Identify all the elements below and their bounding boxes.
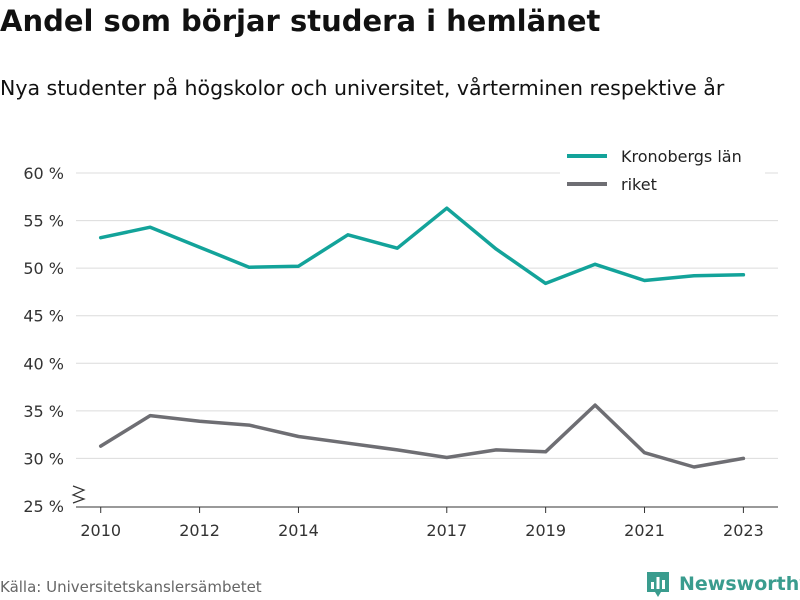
series-line-2 <box>98 403 746 469</box>
y-tick-label: 60 % <box>23 164 64 183</box>
brand-logo[interactable]: Newsworthy <box>645 570 800 598</box>
x-axis: 2010 2012 2014 2017 2019 2021 2023 <box>71 485 778 540</box>
x-tick-label: 2017 <box>426 521 467 540</box>
line-chart: 25 %30 %35 %40 %45 %50 %55 %60 % 2010 201… <box>23 142 778 540</box>
series-lines <box>98 206 746 469</box>
y-tick-label: 30 % <box>23 449 64 468</box>
legend-label: Kronobergs län <box>621 147 742 166</box>
y-tick-label: 50 % <box>23 259 64 278</box>
source-note: Källa: Universitetskanslersämbetet <box>0 578 262 596</box>
legend-background <box>560 142 765 198</box>
y-tick-label: 45 % <box>23 307 64 326</box>
y-tick-label: 35 % <box>23 402 64 421</box>
x-tick-label: 2014 <box>278 521 319 540</box>
legend: Kronobergs län riket <box>560 142 765 198</box>
y-axis: 25 % 30 % 35 % 40 % 45 % 50 % 55 % 60 % <box>23 164 64 516</box>
brand-name: Newsworthy <box>679 573 800 595</box>
y-tick-label: 25 % <box>23 497 64 516</box>
x-tick-label: 2012 <box>179 521 220 540</box>
chart-title: Andel som börjar studera i hemlänet <box>0 4 601 38</box>
axis-break-icon <box>71 485 86 504</box>
x-tick-label: 2023 <box>723 521 764 540</box>
series-line-1 <box>98 206 746 286</box>
chart-subtitle: Nya studenter på högskolor och universit… <box>0 76 725 100</box>
x-tick-label: 2019 <box>525 521 566 540</box>
y-tick-label: 55 % <box>23 212 64 231</box>
y-tick-label: 40 % <box>23 354 64 373</box>
legend-label: riket <box>621 175 657 194</box>
gridlines <box>76 172 778 459</box>
bar-chart-logo-icon <box>647 572 669 597</box>
x-tick-label: 2021 <box>624 521 665 540</box>
x-tick-label: 2010 <box>80 521 121 540</box>
